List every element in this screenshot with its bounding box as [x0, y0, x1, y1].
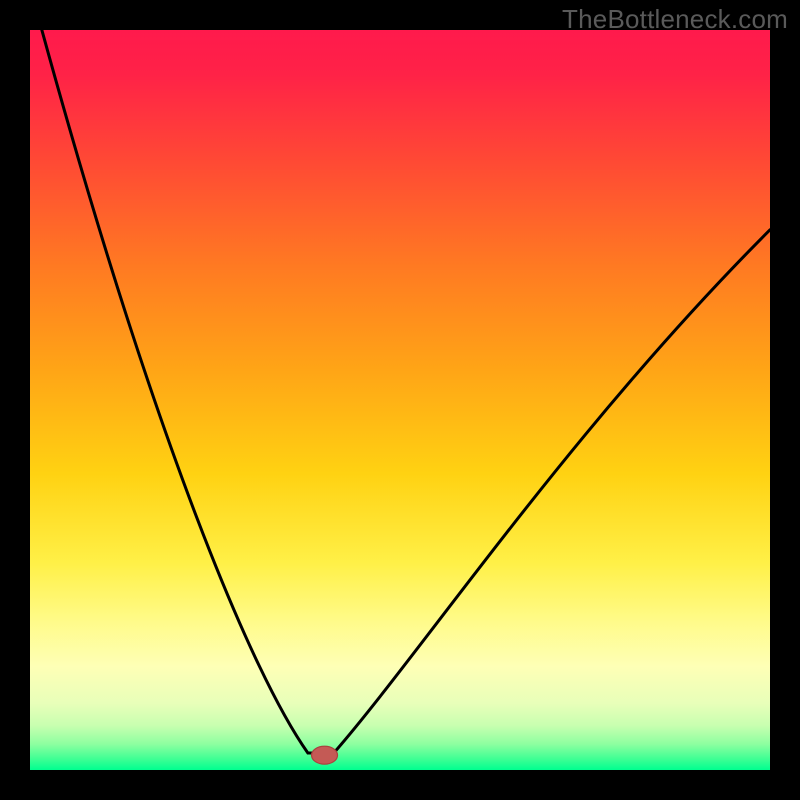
chart-frame: TheBottleneck.com	[0, 0, 800, 800]
valley-marker	[312, 746, 338, 764]
chart-svg	[30, 30, 770, 770]
gradient-background	[30, 30, 770, 770]
plot-area	[30, 30, 770, 770]
